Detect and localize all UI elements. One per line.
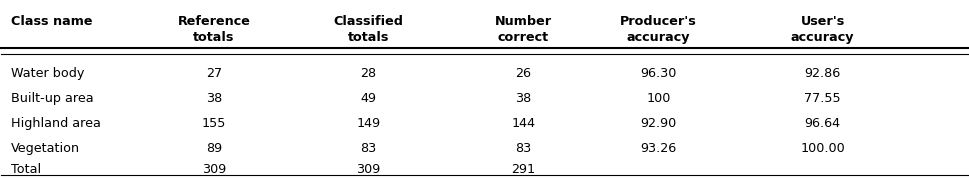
Text: Producer's
accuracy: Producer's accuracy: [620, 15, 697, 44]
Text: 93.26: 93.26: [641, 142, 676, 155]
Text: Number
correct: Number correct: [494, 15, 551, 44]
Text: Highland area: Highland area: [11, 117, 101, 130]
Text: Water body: Water body: [11, 67, 84, 80]
Text: User's
accuracy: User's accuracy: [791, 15, 855, 44]
Text: 83: 83: [360, 142, 377, 155]
Text: Class name: Class name: [11, 15, 93, 28]
Text: 291: 291: [511, 163, 535, 176]
Text: Total: Total: [11, 163, 41, 176]
Text: 26: 26: [516, 67, 531, 80]
Text: 89: 89: [205, 142, 222, 155]
Text: 28: 28: [360, 67, 377, 80]
Text: 144: 144: [511, 117, 535, 130]
Text: 38: 38: [516, 92, 531, 105]
Text: 96.30: 96.30: [641, 67, 676, 80]
Text: 155: 155: [202, 117, 226, 130]
Text: Classified
totals: Classified totals: [333, 15, 403, 44]
Text: 27: 27: [205, 67, 222, 80]
Text: 100: 100: [646, 92, 671, 105]
Text: Built-up area: Built-up area: [11, 92, 94, 105]
Text: 92.86: 92.86: [804, 67, 841, 80]
Text: 100.00: 100.00: [800, 142, 845, 155]
Text: 77.55: 77.55: [804, 92, 841, 105]
Text: 38: 38: [205, 92, 222, 105]
Text: Reference
totals: Reference totals: [177, 15, 250, 44]
Text: 83: 83: [516, 142, 531, 155]
Text: 49: 49: [360, 92, 377, 105]
Text: 309: 309: [357, 163, 381, 176]
Text: 96.64: 96.64: [804, 117, 841, 130]
Text: Vegetation: Vegetation: [11, 142, 80, 155]
Text: 149: 149: [357, 117, 381, 130]
Text: 309: 309: [202, 163, 226, 176]
Text: 92.90: 92.90: [641, 117, 676, 130]
